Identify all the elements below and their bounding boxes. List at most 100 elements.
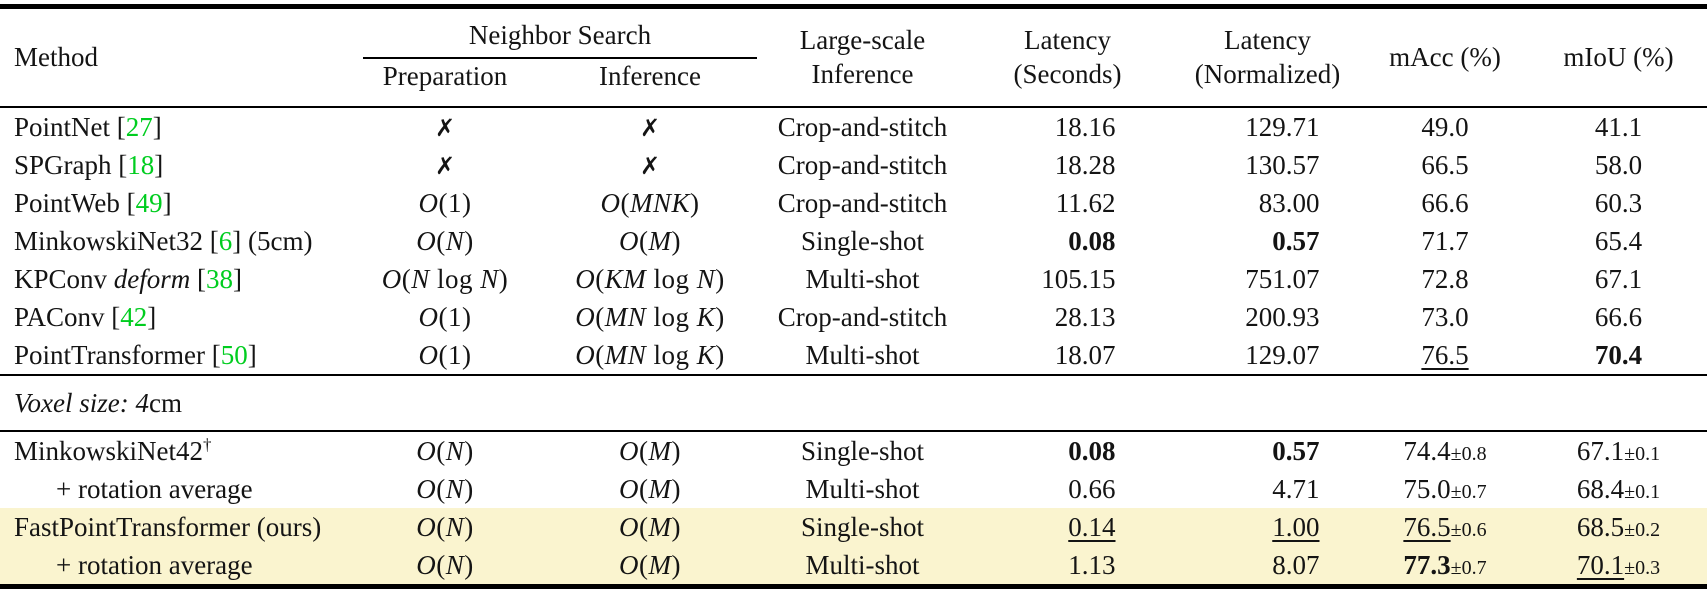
preparation-cell: O(N) <box>416 435 474 466</box>
table-body-bottom-section: MinkowskiNet42† O(N) O(M) Single-shot 0.08 0.… <box>0 431 1707 587</box>
latency-normalized-cell: 129.07 <box>1245 339 1320 370</box>
table-row: + rotation average O(N) O(M) Multi-shot 1.13… <box>0 546 1707 587</box>
latency-seconds-cell: 18.07 <box>1054 339 1116 370</box>
miou-cell: 41.1 <box>1530 106 1707 146</box>
macc-cell: 49.0 <box>1360 106 1530 146</box>
citation-number: 38 <box>206 263 234 294</box>
preparation-cell: O(N) <box>416 225 474 256</box>
inference-cell: O(M) <box>619 225 681 256</box>
large-scale-inference-cell: Single-shot <box>800 225 924 256</box>
macc-cell: 66.5 <box>1421 149 1469 180</box>
table-header: Method Neighbor Search Large-scale Infer… <box>0 7 1707 108</box>
macc-cell: 77.3±0.7 <box>1403 549 1487 580</box>
method-cell: KPConv deform [38] <box>14 263 243 294</box>
col-header-neighbor-search: Neighbor Search <box>355 7 765 59</box>
miou-cell: 68.4±0.1 <box>1576 473 1661 504</box>
preparation-cell: O(N) <box>416 473 474 504</box>
inference-cell: ✗ <box>535 106 765 146</box>
table-row: FastPointTransformer (ours) O(N) O(M) Singl… <box>0 508 1707 546</box>
macc-cell: 66.6 <box>1421 187 1469 218</box>
table-row: PAConv [42] O(1) O(MN log K) Crop-and-stitc… <box>0 298 1707 336</box>
table-row: MinkowskiNet42† O(N) O(M) Single-shot 0.08 0.… <box>0 431 1707 470</box>
latency-seconds-cell: 0.14 <box>1068 511 1116 542</box>
cross-mark-icon: ✗ <box>434 151 456 180</box>
col-header-macc: mAcc (%) <box>1389 42 1501 72</box>
preparation-cell: ✗ <box>355 106 535 146</box>
latency-seconds-cell: 11.62 <box>1055 187 1116 218</box>
cross-mark-icon: ✗ <box>639 113 661 142</box>
neighbor-search-rule <box>363 57 757 59</box>
method-cell: PAConv [42] <box>14 301 157 332</box>
header-row-1: Method Neighbor Search Large-scale Infer… <box>0 7 1707 89</box>
table-row: MinkowskiNet32 [6] (5cm) O(N) O(M) Single-s… <box>0 222 1707 260</box>
inference-cell: O(M) <box>619 473 681 504</box>
method-cell: + rotation average <box>56 473 253 504</box>
neighbor-search-label: Neighbor Search <box>468 20 652 50</box>
macc-cell: 72.8 <box>1421 263 1469 294</box>
table-section-divider: Voxel size: 4cm <box>0 374 1707 432</box>
miou-cell: 58.0 <box>1594 149 1643 180</box>
inference-cell: O(MNK) <box>600 187 700 218</box>
large-scale-inference-cell: Multi-shot <box>805 263 920 294</box>
latency-seconds-cell: 28.13 <box>1054 301 1116 332</box>
col-header-inference: Inference <box>599 61 701 91</box>
table-body-top-section: PointNet [27] ✗ ✗ Crop-and-stitch 18.16 129.7… <box>0 106 1707 375</box>
inference-cell: O(MN log K) <box>575 301 725 332</box>
col-header-latency-normalized: Latency (Normalized) <box>1194 24 1341 89</box>
miou-cell: 65.4 <box>1594 225 1643 256</box>
latency-seconds-cell: 0.66 <box>1068 473 1116 504</box>
latency-normalized-cell: 1.00 <box>1272 511 1320 542</box>
large-scale-inference-cell: Single-shot <box>800 435 924 466</box>
latency-normalized-cell: 83.00 <box>1258 187 1320 218</box>
dagger-mark: † <box>203 434 212 454</box>
large-scale-inference-cell: Crop-and-stitch <box>777 301 948 332</box>
header-row-2: Preparation Inference <box>0 59 1707 107</box>
miou-cell: 70.4 <box>1594 339 1643 370</box>
miou-cell: 70.1±0.3 <box>1576 549 1661 580</box>
table-row: KPConv deform [38] O(N log N) O(KM log N) M… <box>0 260 1707 298</box>
method-cell: + rotation average <box>56 549 253 580</box>
macc-cell: 76.5±0.6 <box>1403 511 1487 542</box>
citation-number: 42 <box>120 301 148 332</box>
method-cell: PointTransformer [50] <box>14 339 257 370</box>
large-scale-inference-cell: Single-shot <box>800 511 924 542</box>
latency-normalized-cell: 129.71 <box>1175 106 1360 146</box>
miou-cell: 66.6 <box>1594 301 1643 332</box>
inference-cell: O(MN log K) <box>575 339 725 370</box>
table-row: PointTransformer [50] O(1) O(MN log K) Mult… <box>0 336 1707 375</box>
table-row: PointWeb [49] O(1) O(MNK) Crop-and-stitch 11… <box>0 184 1707 222</box>
latency-seconds-cell: 0.08 <box>1068 435 1116 466</box>
table-row: PointNet [27] ✗ ✗ Crop-and-stitch 18.16 129.7… <box>0 106 1707 146</box>
col-header-preparation: Preparation <box>382 61 508 91</box>
macc-cell: 76.5 <box>1421 339 1469 370</box>
latency-normalized-cell: 4.71 <box>1272 473 1320 504</box>
col-header-latency-seconds: Latency (Seconds) <box>1013 24 1122 89</box>
latency-normalized-cell: 200.93 <box>1245 301 1320 332</box>
preparation-cell: O(N) <box>416 511 474 542</box>
col-header-large-scale-inference: Large-scale Inference <box>799 24 926 89</box>
latency-seconds-cell: 18.16 <box>960 106 1175 146</box>
macc-cell: 73.0 <box>1421 301 1469 332</box>
inference-cell: O(M) <box>619 549 681 580</box>
inference-cell: O(M) <box>619 435 681 466</box>
macc-cell: 71.7 <box>1421 225 1469 256</box>
latency-seconds-cell: 1.13 <box>1068 549 1116 580</box>
latency-normalized-cell: 751.07 <box>1245 263 1320 294</box>
miou-cell: 68.5±0.2 <box>1576 511 1661 542</box>
citation-number: 27 <box>125 111 153 142</box>
large-scale-inference-cell: Crop-and-stitch <box>777 149 948 180</box>
latency-seconds-cell: 18.28 <box>1054 149 1116 180</box>
cross-mark-icon: ✗ <box>639 151 661 180</box>
method-cell: MinkowskiNet42† <box>14 434 212 466</box>
cross-mark-icon: ✗ <box>434 113 456 142</box>
method-cell: FastPointTransformer (ours) <box>14 511 322 542</box>
table-row: + rotation average O(N) O(M) Multi-shot 0.66… <box>0 470 1707 508</box>
miou-cell: 60.3 <box>1594 187 1643 218</box>
inference-cell: ✗ <box>535 146 765 184</box>
latency-normalized-cell: 8.07 <box>1272 549 1320 580</box>
large-scale-inference-cell: Multi-shot <box>805 473 920 504</box>
voxel-size-divider-row: Voxel size: 4cm <box>0 374 1707 432</box>
preparation-cell: O(1) <box>418 339 472 370</box>
method-cell: PointWeb [49] <box>14 187 172 218</box>
miou-cell: 67.1 <box>1594 263 1643 294</box>
